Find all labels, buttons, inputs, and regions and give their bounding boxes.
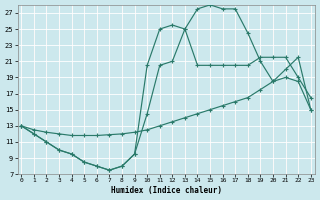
X-axis label: Humidex (Indice chaleur): Humidex (Indice chaleur)	[110, 186, 221, 195]
